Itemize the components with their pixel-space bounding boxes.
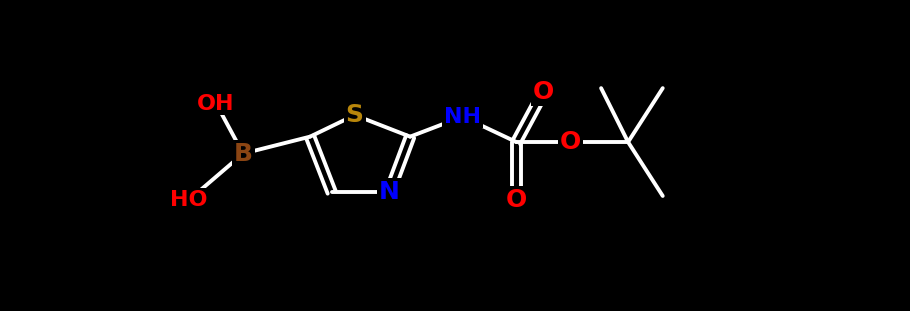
Text: S: S [346, 103, 364, 127]
Text: B: B [234, 142, 253, 165]
Text: O: O [506, 188, 527, 212]
Text: N: N [379, 180, 399, 204]
Text: HO: HO [170, 190, 207, 210]
Text: NH: NH [444, 107, 481, 127]
Text: O: O [532, 80, 554, 104]
Text: O: O [560, 130, 581, 154]
Text: OH: OH [197, 94, 235, 114]
